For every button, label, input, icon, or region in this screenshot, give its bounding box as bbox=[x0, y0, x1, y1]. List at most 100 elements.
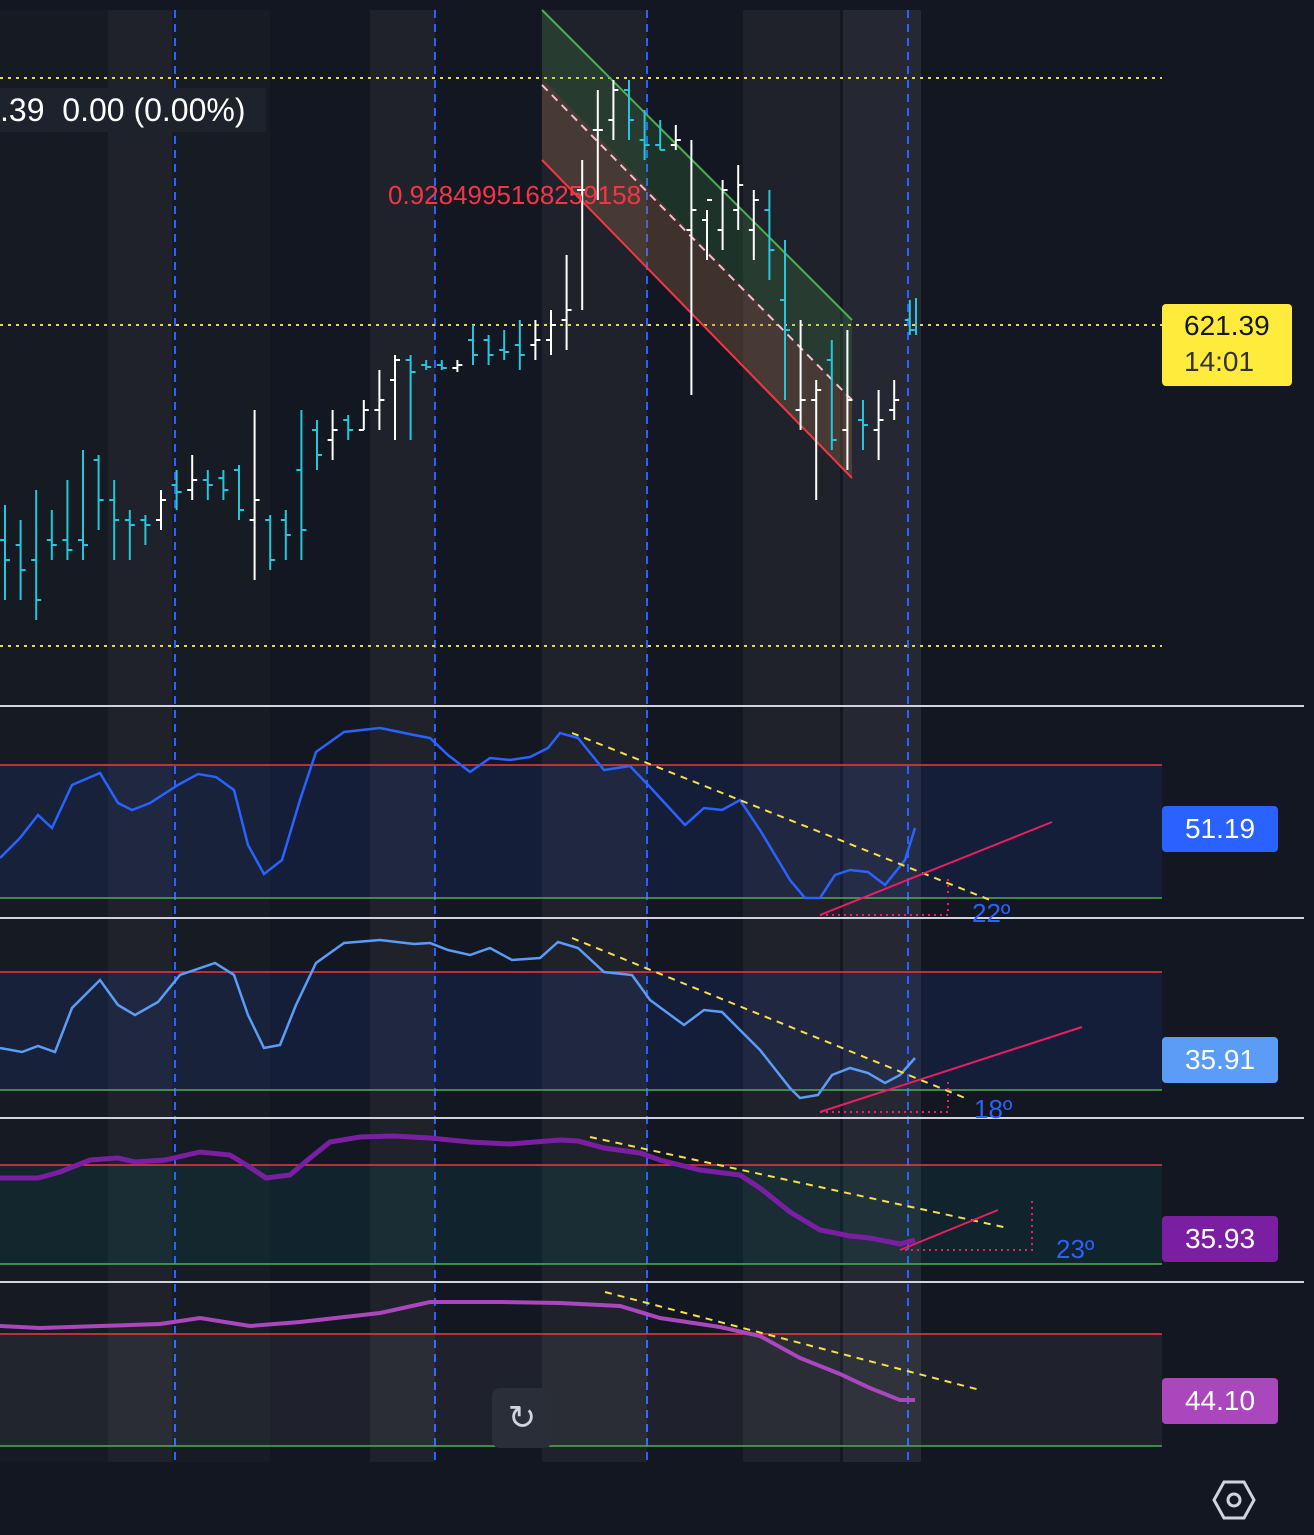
price-bar bbox=[483, 335, 494, 365]
price-bar bbox=[218, 470, 229, 500]
session-band bbox=[743, 10, 840, 1462]
price-bar bbox=[234, 465, 244, 520]
price-bar bbox=[764, 190, 775, 280]
price-bar bbox=[46, 510, 57, 560]
price-bar bbox=[561, 255, 572, 350]
price-bar bbox=[421, 360, 432, 370]
price-bar bbox=[811, 380, 822, 500]
session-band bbox=[542, 10, 647, 1462]
price-bar bbox=[826, 340, 837, 450]
price-bar bbox=[374, 370, 385, 430]
price-bar bbox=[93, 455, 104, 530]
price-bar bbox=[140, 515, 151, 545]
price-bar bbox=[31, 490, 42, 620]
channel-upper bbox=[542, 10, 852, 478]
price-bar bbox=[296, 410, 307, 560]
price-bar bbox=[171, 470, 182, 510]
price-bar bbox=[514, 320, 525, 370]
oscillator-1-line bbox=[0, 726, 917, 900]
angle-arc bbox=[820, 875, 949, 916]
reset-icon: ↻ bbox=[507, 1399, 537, 1437]
price-bar bbox=[608, 80, 619, 140]
angle-line bbox=[899, 1209, 999, 1251]
band-fill bbox=[0, 1165, 1162, 1264]
price-bar bbox=[904, 300, 915, 335]
angle-label-3: 23º bbox=[1056, 1234, 1095, 1264]
settings-button[interactable] bbox=[1210, 1476, 1258, 1524]
price-bar bbox=[390, 355, 400, 440]
price-bar bbox=[577, 160, 588, 310]
trend-line bbox=[571, 732, 991, 901]
price-bar bbox=[655, 120, 666, 151]
price-bar bbox=[546, 310, 556, 355]
bar-countdown: 14:01 bbox=[1184, 346, 1255, 377]
oscillator-3-line bbox=[0, 1133, 916, 1247]
last-price: 621.39 bbox=[1184, 310, 1270, 341]
band-fill bbox=[0, 1334, 1162, 1446]
price-bar bbox=[249, 410, 260, 580]
band-fill bbox=[0, 972, 1162, 1090]
price-bar bbox=[343, 415, 354, 440]
price-bar bbox=[124, 510, 135, 560]
price-bar bbox=[452, 360, 463, 372]
price-bar bbox=[156, 490, 166, 530]
indicator-1-value: 51.19 bbox=[1162, 806, 1278, 852]
price-bar bbox=[795, 320, 806, 430]
price-bar bbox=[280, 510, 291, 560]
price-bar bbox=[686, 140, 697, 395]
reset-button[interactable]: ↻ bbox=[492, 1388, 552, 1448]
indicator-panes bbox=[0, 705, 1304, 1447]
price-bars bbox=[0, 80, 915, 620]
session-band bbox=[172, 10, 270, 1462]
measure-label: 0.9284995168259158 bbox=[388, 180, 642, 210]
angle-arc bbox=[905, 1200, 1033, 1251]
angle-label-1: 22º bbox=[972, 898, 1011, 928]
price-bar bbox=[499, 330, 510, 360]
price-bar bbox=[717, 180, 728, 250]
price-bar bbox=[187, 455, 198, 500]
trend-line bbox=[571, 937, 966, 1099]
price-bar bbox=[327, 410, 338, 460]
price-bar bbox=[624, 80, 634, 140]
angle-line bbox=[819, 1026, 1083, 1113]
angle-line bbox=[819, 821, 1053, 916]
price-bar bbox=[873, 390, 884, 460]
price-bar bbox=[358, 400, 369, 431]
price-bar bbox=[202, 470, 213, 500]
settings-hexagon-icon bbox=[1212, 1480, 1256, 1520]
session-vertical-lines bbox=[174, 10, 909, 1462]
price-bar bbox=[670, 125, 681, 150]
price-bar bbox=[436, 360, 447, 370]
session-band bbox=[0, 10, 108, 1462]
price-bar bbox=[15, 520, 26, 600]
angle-arc bbox=[820, 1080, 949, 1113]
price-bar bbox=[889, 380, 900, 420]
price-bar bbox=[530, 320, 541, 360]
price-bar bbox=[748, 190, 759, 260]
price-bar bbox=[702, 199, 712, 260]
price-bar bbox=[312, 420, 322, 470]
angle-label-2: 18º bbox=[974, 1094, 1013, 1124]
band-fill bbox=[0, 765, 1162, 898]
price-bar bbox=[405, 355, 416, 440]
price-bar bbox=[468, 325, 478, 365]
oscillator-2-line bbox=[0, 938, 916, 1100]
channel-top-line bbox=[541, 9, 853, 321]
last-price-badge: 621.39 14:01 bbox=[1162, 304, 1292, 386]
price-bar bbox=[858, 400, 868, 450]
price-bar bbox=[733, 165, 744, 230]
session-bands bbox=[0, 10, 921, 1462]
price-bar bbox=[842, 330, 853, 470]
oscillator-4-line bbox=[0, 1300, 915, 1402]
price-bar bbox=[265, 515, 276, 570]
trend-line bbox=[589, 1136, 1009, 1229]
price-bar bbox=[109, 480, 120, 560]
legend-change: .39 0.00 (0.00%) bbox=[0, 88, 266, 132]
indicator-4-value: 44.10 bbox=[1162, 1378, 1278, 1424]
price-bar bbox=[780, 240, 790, 400]
price-bar bbox=[639, 110, 650, 160]
price-bar bbox=[78, 450, 88, 560]
price-bar bbox=[0, 505, 10, 600]
price-bar bbox=[592, 90, 603, 200]
